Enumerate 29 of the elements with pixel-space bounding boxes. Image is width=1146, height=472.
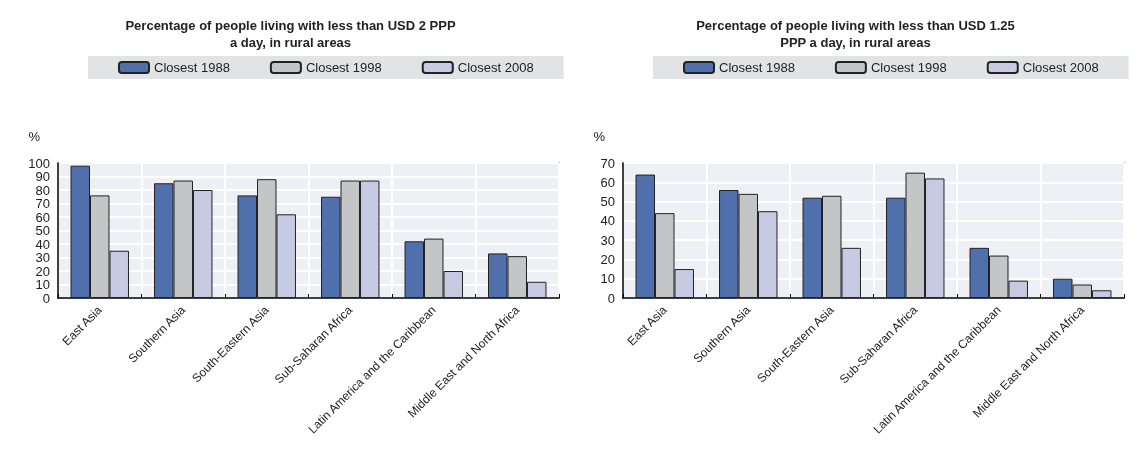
legend-label: Closest 1998 bbox=[870, 60, 947, 75]
y-tick-label: 40 bbox=[600, 213, 615, 229]
y-tick-label: 90 bbox=[35, 169, 50, 184]
y-tick-label: 30 bbox=[35, 250, 50, 265]
y-tick-label: 0 bbox=[42, 290, 50, 306]
y-tick-label: 10 bbox=[35, 277, 50, 292]
legend-label: Closest 1988 bbox=[154, 60, 230, 75]
legend-label: Closest 2008 bbox=[1022, 60, 1099, 75]
y-tick-label: 80 bbox=[35, 182, 50, 198]
y-tick-label: 20 bbox=[600, 251, 615, 267]
y-tick-label: 100 bbox=[28, 155, 50, 171]
chart-title: Percentage of people living with less than USD 1.25 PPP a day, in rural areas bbox=[696, 18, 1015, 50]
y-tick-label: 50 bbox=[35, 223, 50, 238]
y-tick-label: 10 bbox=[600, 271, 615, 287]
legend-label: Closest 2008 bbox=[457, 60, 534, 75]
y-tick-label: 40 bbox=[35, 236, 50, 252]
y-tick-label: 0 bbox=[607, 290, 615, 306]
y-tick-label: 30 bbox=[600, 232, 615, 248]
legend-label: Closest 1988 bbox=[719, 60, 795, 75]
y-tick-label: 70 bbox=[600, 155, 615, 171]
legend-label: Closest 1998 bbox=[305, 60, 382, 75]
y-tick-label: 50 bbox=[600, 194, 615, 210]
y-tick-label: 70 bbox=[35, 196, 50, 211]
y-axis-title: % bbox=[28, 129, 41, 144]
y-tick-label: 60 bbox=[600, 174, 615, 190]
y-tick-label: 20 bbox=[35, 263, 50, 279]
y-tick-label: 60 bbox=[35, 209, 50, 225]
y-axis-title: % bbox=[593, 129, 606, 144]
chart-title: Percentage of people living with less than USD 2 PPP a day, in rural areas bbox=[125, 18, 456, 50]
